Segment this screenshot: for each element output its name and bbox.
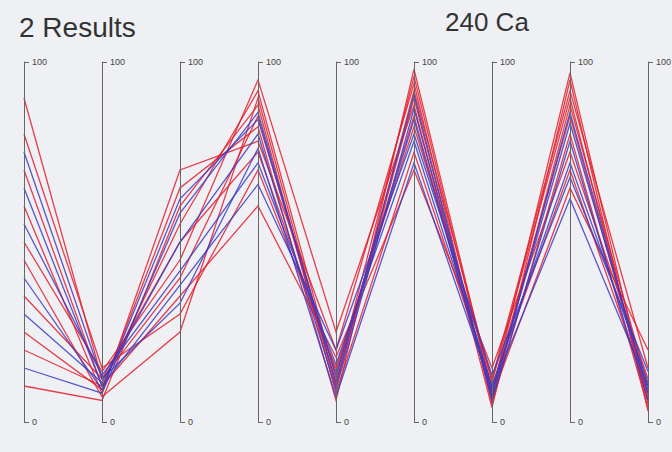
svg-text:100: 100 [500, 57, 515, 67]
svg-text:100: 100 [266, 57, 281, 67]
svg-text:100: 100 [110, 57, 125, 67]
svg-text:0: 0 [422, 417, 427, 427]
svg-text:0: 0 [266, 417, 271, 427]
svg-text:100: 100 [32, 57, 47, 67]
svg-text:0: 0 [32, 417, 37, 427]
svg-text:240 Ca: 240 Ca [445, 7, 529, 37]
svg-text:0: 0 [500, 417, 505, 427]
svg-text:100: 100 [578, 57, 593, 67]
svg-text:0: 0 [578, 417, 583, 427]
svg-text:100: 100 [188, 57, 203, 67]
svg-text:0: 0 [344, 417, 349, 427]
svg-text:0: 0 [110, 417, 115, 427]
svg-text:100: 100 [344, 57, 359, 67]
svg-text:100: 100 [422, 57, 437, 67]
svg-text:100: 100 [656, 57, 671, 67]
svg-text:2 Results: 2 Results [19, 12, 136, 43]
svg-text:0: 0 [656, 417, 661, 427]
svg-text:0: 0 [188, 417, 193, 427]
